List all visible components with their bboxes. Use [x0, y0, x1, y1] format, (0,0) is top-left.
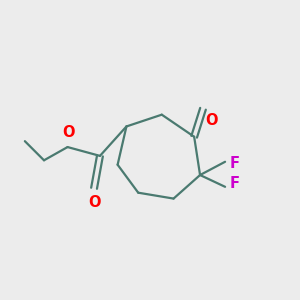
- Text: F: F: [230, 176, 239, 191]
- Text: O: O: [62, 125, 74, 140]
- Text: F: F: [230, 156, 239, 171]
- Text: O: O: [88, 195, 100, 210]
- Text: O: O: [206, 113, 218, 128]
